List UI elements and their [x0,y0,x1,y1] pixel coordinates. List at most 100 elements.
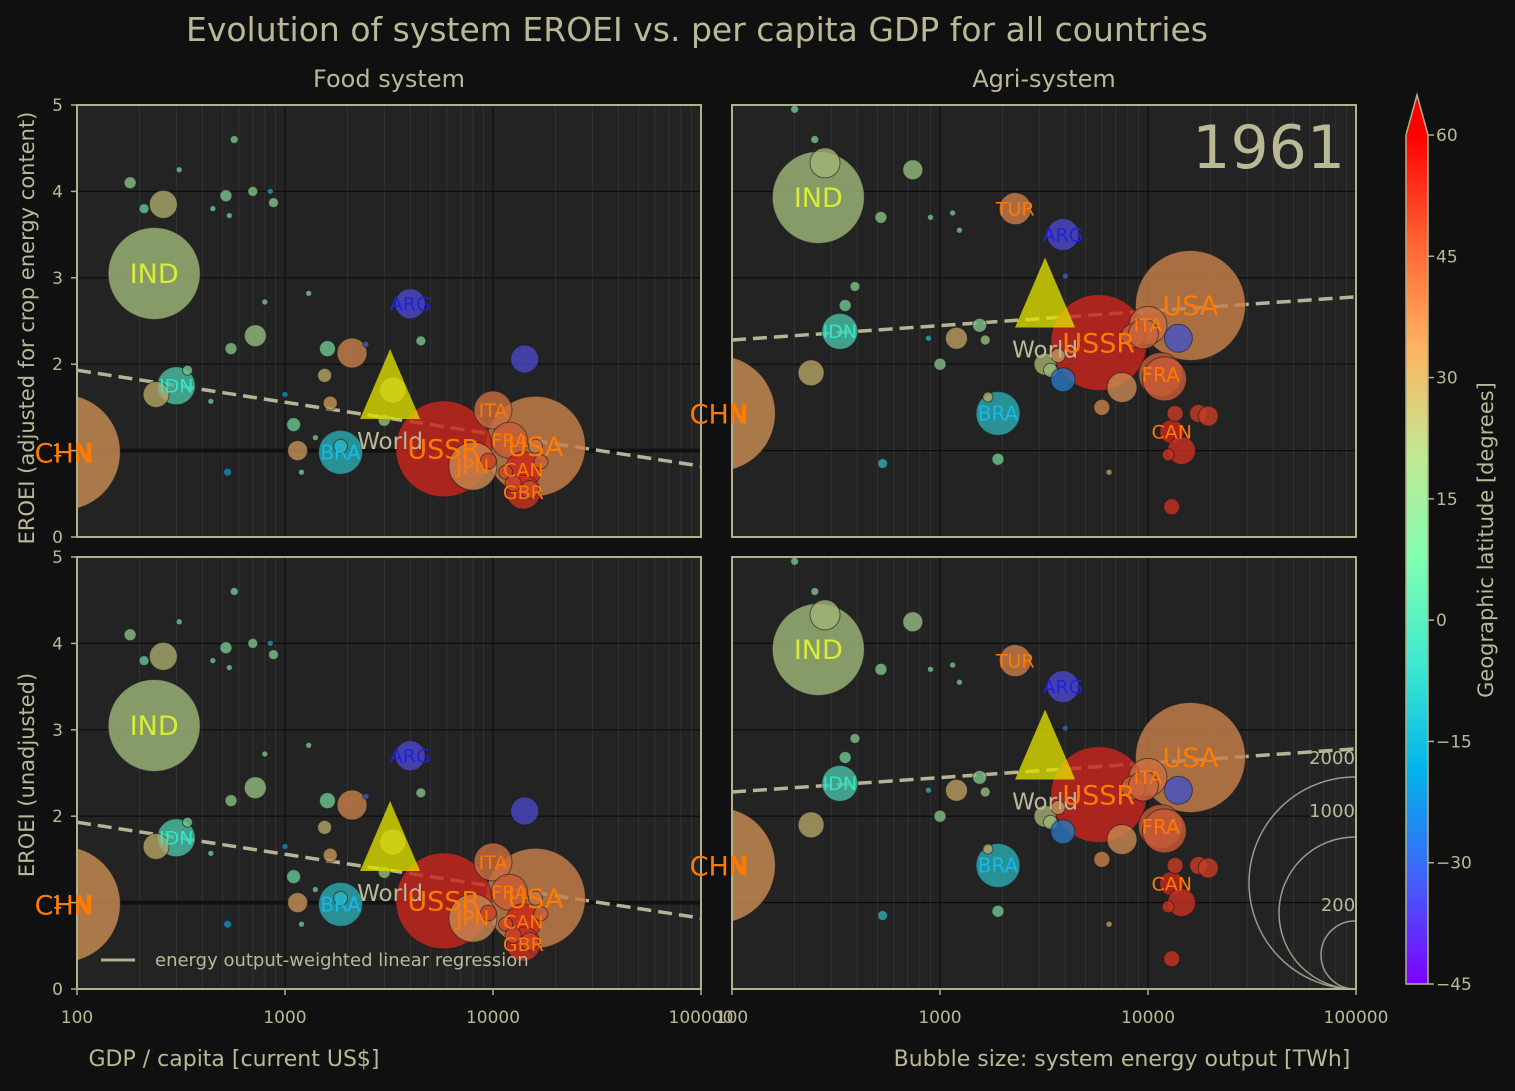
country-label-chn: CHN [33,438,92,469]
y-tick-label: 5 [52,548,63,568]
bubble-small [415,335,427,347]
bubble-small [991,452,1005,466]
bubble-small [902,159,924,181]
bubble-small [797,359,825,387]
country-label-ind: IND [794,635,843,666]
bubble-small [1166,404,1184,422]
size-legend-label-2000: 2000 [1309,748,1355,769]
bubble-small [1050,367,1076,393]
bubble-small [336,789,368,821]
bubble-small [318,792,336,810]
bubble-small [297,468,305,476]
country-label-gbr: GBR [503,934,544,956]
y-tick-label: 1 [52,442,63,462]
country-label-ind: IND [130,711,179,742]
bubble-arg [394,740,426,772]
bubble-small [333,890,349,906]
bubble-small [955,678,963,686]
col-title-agri: Agri-system [972,65,1116,93]
bubble-small [142,832,170,860]
x-tick-label: 100 [61,1008,93,1028]
bubble-small [1106,372,1138,404]
y-tick-label: 2 [52,807,63,827]
bubble-small [267,197,279,209]
bubble-chn [732,808,776,923]
bubble-small [243,776,267,800]
country-label-idn: IDN [159,376,193,398]
bubble-size-label: Bubble size: system energy output [TWh] [894,1047,1351,1072]
bubble-small [219,641,233,655]
bubble-tur [998,644,1032,678]
country-label-can: CAN [503,911,543,933]
bubble-small [123,628,137,642]
country-label-can: CAN [1151,421,1191,443]
bubble-small [266,187,274,195]
bubble-chn [77,395,121,509]
bubble-small [479,904,497,922]
bubble-arg [1046,218,1080,252]
bubble-small [1197,405,1219,427]
colorbar-extend-arrow [1406,95,1428,135]
bubble-small [533,906,549,922]
bubble-small [415,787,427,799]
bubble-small [243,324,267,348]
x-tick-label: 10000 [1121,1008,1175,1028]
country-label-chn-outside: CHN [35,890,94,921]
world-marker [1015,257,1076,328]
ylabel-adjusted: EROEI (adjusted for crop energy content) [15,112,39,545]
chart-title: Evolution of system EROEI vs. per capita… [186,10,1208,49]
country-label-chn: CHN [688,399,747,430]
bubble-small [281,390,289,398]
country-label-chn-outside: CHN [690,851,749,882]
bubble-small [944,326,968,350]
bubble-small [182,816,194,828]
bubble-small [1161,900,1175,914]
xlabel: GDP / capita [current US$] [89,1047,380,1072]
country-label-ussr: USSR [407,887,480,918]
bubble-small [1161,448,1175,462]
bubble-small [982,391,994,403]
y-tick-label: 5 [52,96,63,116]
bubble-small [510,344,540,374]
country-label-ita: ITA [1134,767,1163,789]
bubble-small [229,135,239,145]
country-label-idn: IDN [823,321,857,343]
bubble-chn [77,847,121,961]
bubble-small [225,664,233,672]
bubble-small [207,849,215,857]
country-label-arg: ARG [1042,224,1083,246]
bubble-small [266,639,274,647]
y-tick-label: 2 [52,355,63,375]
bubble-small [224,794,238,808]
bubble-ita [473,842,513,882]
bubble-small [1127,770,1159,802]
bubble-small [322,847,338,863]
bubble-small [209,205,217,213]
country-label-ita: ITA [1134,315,1163,337]
world-marker [360,349,421,420]
bubble-small [219,189,233,203]
country-label-ind: IND [130,259,179,290]
bubble-small [138,203,150,215]
bubble-small [849,280,861,292]
y-tick-label: 0 [52,980,63,1000]
bubble-small [223,919,233,929]
country-label-idn: IDN [823,773,857,795]
bubble-small [504,474,522,492]
colorbar-tick-label: 60 [1436,126,1458,146]
bubble-small [527,438,543,454]
bubble-small [1127,318,1159,350]
bubble-small [305,741,313,749]
bubble-small [305,289,313,297]
bubble-small [138,655,150,667]
country-label-ussr: USSR [407,435,480,466]
bubble-small [182,364,194,376]
bubble-small [510,796,540,826]
yticks-food-unadjusted: 0 1 2 3 4 5 [52,548,77,1000]
bubble-small [286,417,302,433]
bubble-small [267,649,279,661]
bubble-small [1141,356,1187,402]
colorbar-gradient [1406,135,1428,984]
country-label-usa: USA [508,884,564,915]
